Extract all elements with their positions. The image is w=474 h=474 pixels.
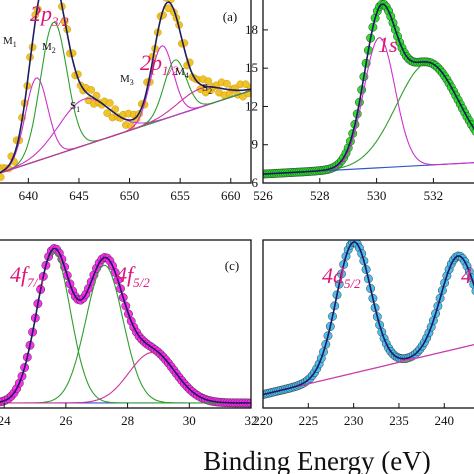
panel-frame: [0, 0, 252, 184]
panel-frame: [262, 239, 474, 409]
peak-label: S2: [202, 82, 212, 96]
component-peak: [263, 37, 474, 175]
x-tick-label: 225: [299, 413, 319, 428]
x-tick-label: 26: [59, 413, 73, 428]
x-tick-label: 32: [245, 413, 258, 428]
plot-area: [263, 240, 474, 400]
x-tick-label: 528: [310, 188, 330, 203]
x-axis-label: Binding Energy (eV): [203, 446, 430, 474]
x-tick-label: 532: [424, 188, 444, 203]
orbital-label: 4d5/2: [322, 263, 361, 291]
orbital-label: 1s: [378, 32, 398, 57]
x-tick-label: 530: [367, 188, 387, 203]
orbital-subscript: 5/2: [344, 276, 361, 291]
orbital-label: 4: [461, 263, 472, 288]
panel-c-4f: 24 26 28 30 32 4f7/2 4f5/2 (c): [0, 239, 258, 428]
data-point: [471, 287, 474, 296]
plot-area: [263, 0, 474, 179]
peak-label: M1: [3, 35, 17, 49]
orbital-label: 2p1/2: [140, 50, 179, 78]
panel-frame: [262, 0, 474, 184]
x-tick-label: 640: [19, 188, 39, 203]
x-tick-label: 235: [389, 413, 409, 428]
peak-label-subscript: 1: [13, 40, 17, 49]
data-point: [164, 4, 173, 13]
panel-frame: [0, 239, 252, 409]
x-tick-label: 30: [183, 413, 196, 428]
data-point: [241, 80, 250, 89]
peak-label-subscript: 1: [76, 105, 80, 114]
data-point: [471, 127, 474, 136]
data-point: [103, 109, 112, 117]
plot-area: [0, 0, 251, 181]
x-tick-label: 660: [221, 188, 241, 203]
component-peak: [0, 21, 251, 174]
component-peak: [0, 352, 251, 404]
component-peak: [263, 241, 474, 396]
x-tick-label: 650: [120, 188, 140, 203]
panel-b-1s: 526 528 530 532 6 9 12 15 18 1s: [245, 0, 474, 203]
data-point: [204, 77, 213, 86]
orbital-subscript: 5/2: [133, 275, 150, 290]
plot-area: [0, 244, 251, 408]
x-tick-label: 28: [121, 413, 134, 428]
orbital-subscript: 1/2: [162, 63, 179, 78]
peak-label: S1: [70, 100, 80, 114]
y-tick-label: 12: [245, 98, 258, 113]
component-peak: [0, 45, 251, 174]
panel-d-4d: 220 225 230 235 240 4d5/2 4: [253, 239, 474, 428]
peak-label: M3: [120, 73, 134, 87]
orbital-label: 4f7/2: [10, 262, 44, 290]
x-tick-label: 230: [344, 413, 364, 428]
y-tick-label: 18: [245, 22, 258, 37]
orbital-subscript: 7/2: [27, 275, 44, 290]
x-tick-label: 645: [69, 188, 89, 203]
panel-label: (c): [225, 258, 239, 273]
data-point: [87, 86, 96, 94]
fit-envelope: [0, 247, 251, 404]
peak-label-subscript: 3: [130, 78, 134, 87]
data-point: [162, 0, 169, 2]
peak-label-subscript: 2: [208, 87, 212, 96]
x-tick-label: 526: [253, 188, 273, 203]
data-point: [106, 99, 114, 107]
orbital-subscript: 3/2: [51, 14, 69, 29]
peak-label-subscript: 4: [185, 71, 189, 80]
data-point: [223, 79, 231, 88]
y-tick-label: 15: [245, 60, 258, 75]
x-tick-label: 240: [435, 413, 455, 428]
panel-label: (a): [223, 9, 237, 24]
x-tick-label: 655: [170, 188, 190, 203]
fit-envelope: [0, 0, 251, 174]
y-tick-label: 6: [252, 175, 259, 190]
peak-label: M2: [42, 41, 56, 55]
y-tick-label: 9: [252, 137, 259, 152]
fit-envelope: [263, 241, 474, 396]
x-tick-label: 220: [253, 413, 273, 428]
fit-envelope: [263, 3, 474, 175]
x-tick-label: 24: [0, 413, 11, 428]
data-point: [0, 173, 5, 181]
peak-label-subscript: 2: [52, 46, 56, 55]
orbital-label: 4f5/2: [116, 262, 150, 290]
